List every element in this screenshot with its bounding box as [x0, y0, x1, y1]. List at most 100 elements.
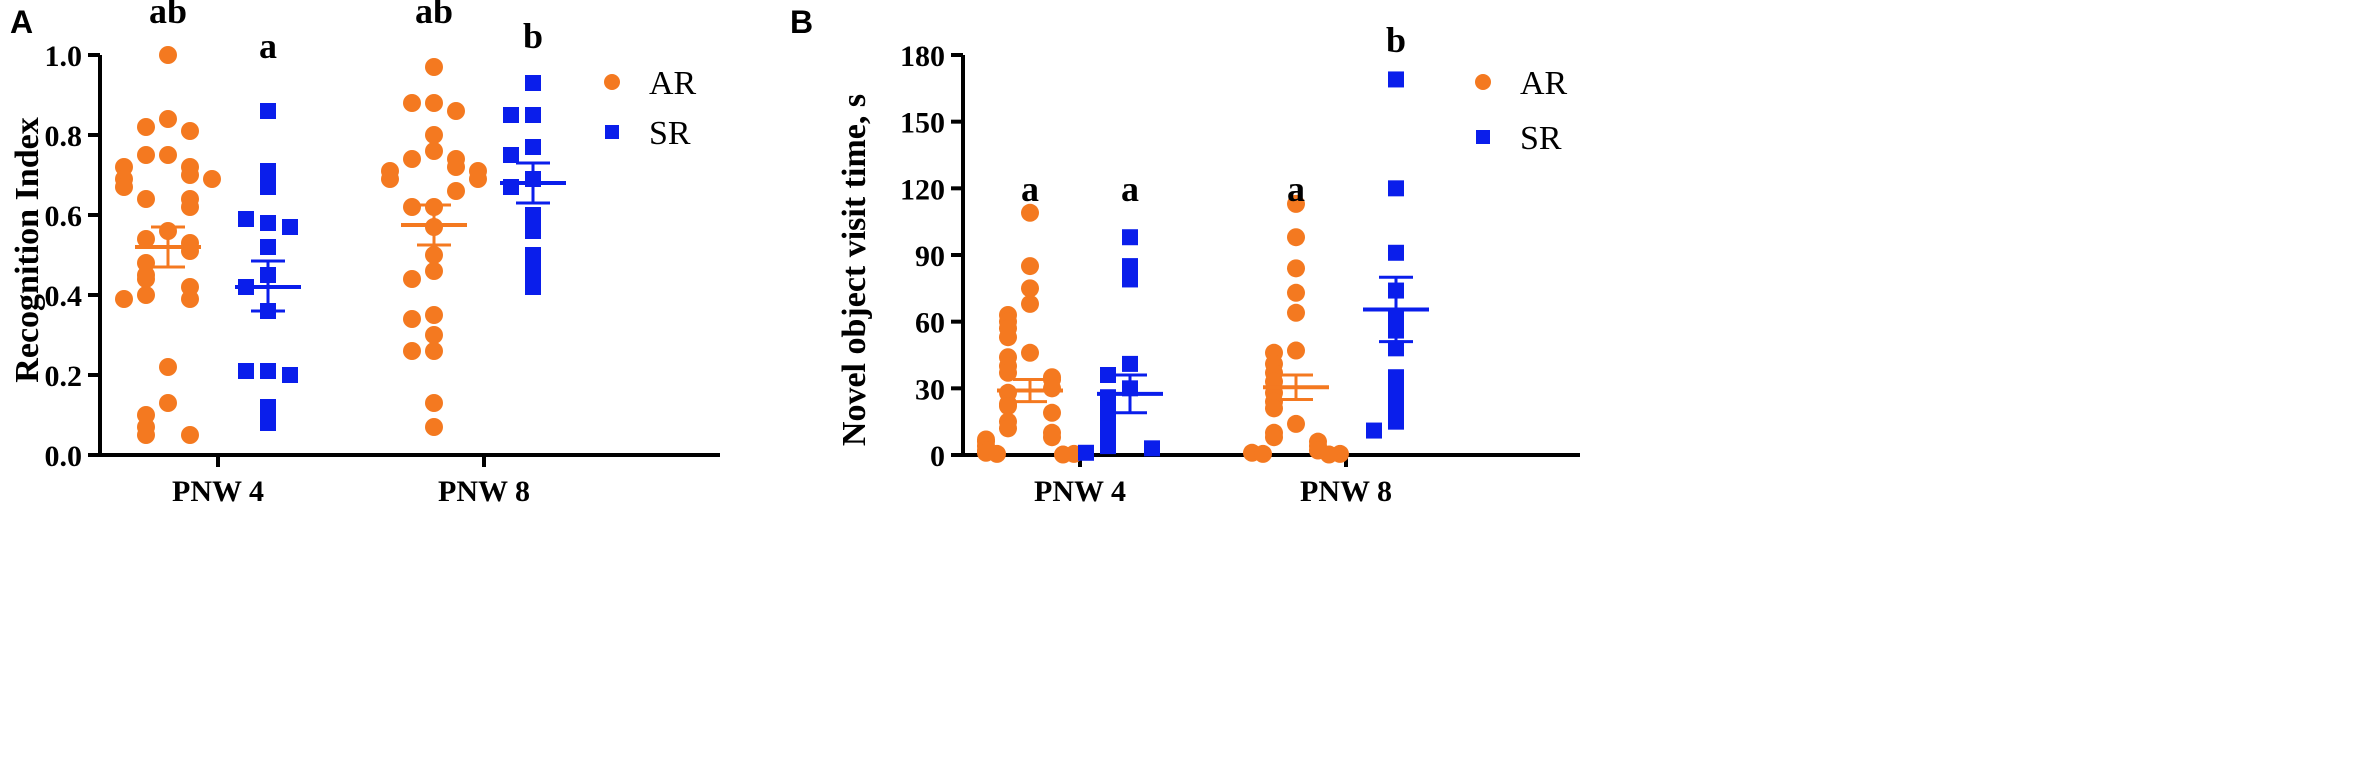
- panel-a-point-ar-pnw-8: [425, 326, 443, 344]
- panel-b-significance-ar-pnw-4: a: [1021, 169, 1039, 209]
- panel-a-point-ar-pnw-8: [425, 142, 443, 160]
- panel-b-significance-sr-pnw-4: a: [1121, 169, 1139, 209]
- panel-a-point-sr-pnw-4: [238, 211, 254, 227]
- panel-b-point-ar-pnw-4: [988, 444, 1006, 463]
- panel-b-point-sr-pnw-4: [1100, 438, 1116, 455]
- panel-b-point-sr-pnw-8: [1388, 71, 1404, 88]
- panel-a-point-sr-pnw-4: [260, 179, 276, 195]
- panel-a-point-ar-pnw-8: [403, 198, 421, 216]
- panel-a-point-ar-pnw-4: [181, 166, 199, 184]
- panel-a-points: [115, 46, 541, 444]
- panel-a-point-sr-pnw-8: [525, 263, 541, 279]
- panel-b-point-ar-pnw-8: [1265, 399, 1283, 418]
- panel-a-significance-ar-pnw-8: ab: [415, 0, 453, 31]
- panel-a-point-sr-pnw-4: [282, 367, 298, 383]
- panel-a-point-ar-pnw-4: [137, 190, 155, 208]
- panel-b-point-sr-pnw-4: [1100, 367, 1116, 383]
- panel-a-point-ar-pnw-8: [403, 94, 421, 112]
- panel-b-x-ticks: PNW 4 PNW 8: [1034, 455, 1392, 508]
- panel-a-x-tick-label-pnw-4: PNW 4: [172, 475, 264, 508]
- panel-a-point-ar-pnw-4: [181, 122, 199, 140]
- panel-b-point-ar-pnw-4: [999, 397, 1017, 416]
- panel-a-point-ar-pnw-4: [159, 358, 177, 376]
- panel-a-significance-sr-pnw-4: a: [259, 26, 277, 66]
- panel-a-point-sr-pnw-8: [525, 223, 541, 239]
- panel-b-point-ar-pnw-4: [1043, 428, 1061, 447]
- panel-b-point-ar-pnw-4: [1021, 203, 1039, 222]
- panel-a-y-tick-label: 0.6: [45, 200, 83, 233]
- panel-b-y-tick-label: 150: [900, 107, 945, 140]
- panel-a-point-ar-pnw-4: [181, 290, 199, 308]
- panel-a-significance-sr-pnw-8: b: [523, 16, 543, 56]
- panel-b-label: B: [790, 4, 813, 40]
- panel-b-point-sr-pnw-4: [1122, 258, 1138, 275]
- panel-b-point-sr-pnw-8: [1366, 422, 1382, 439]
- panel-a-point-sr-pnw-4: [260, 363, 276, 379]
- panel-a-point-sr-pnw-4: [260, 103, 276, 119]
- panel-a-legend-label-sr: SR: [649, 115, 691, 152]
- panel-a-point-ar-pnw-4: [181, 426, 199, 444]
- panel-a-point-sr-pnw-8: [525, 207, 541, 223]
- panel-a-point-ar-pnw-8: [403, 310, 421, 328]
- panel-b-x-tick-label-pnw-8: PNW 8: [1300, 475, 1392, 508]
- panel-a-point-ar-pnw-8: [425, 94, 443, 112]
- panel-a-point-ar-pnw-4: [137, 146, 155, 164]
- panel-b-x-tick-label-pnw-4: PNW 4: [1034, 475, 1126, 508]
- panel-a-point-ar-pnw-4: [115, 290, 133, 308]
- panel-b-point-ar-pnw-8: [1287, 341, 1305, 360]
- panel-b-point-sr-pnw-8: [1388, 413, 1404, 430]
- panel-b-points: [977, 71, 1404, 464]
- panel-a-point-sr-pnw-4: [260, 163, 276, 179]
- panel-b-y-tick-label: 180: [900, 40, 945, 73]
- panel-a-point-ar-pnw-8: [425, 306, 443, 324]
- panel-b-y-tick-label: 30: [915, 373, 945, 406]
- panel-a-y-axis-title: Recognition Index: [9, 117, 46, 382]
- panel-a-point-ar-pnw-4: [159, 394, 177, 412]
- panel-a-legend: AR SR: [604, 65, 697, 152]
- panel-b-point-ar-pnw-8: [1320, 445, 1338, 464]
- panel-a-point-sr-pnw-8: [525, 139, 541, 155]
- panel-a-legend-marker-ar: [604, 74, 620, 90]
- panel-a-point-sr-pnw-8: [503, 107, 519, 123]
- panel-b-point-sr-pnw-4: [1078, 444, 1094, 461]
- panel-b-point-ar-pnw-8: [1287, 228, 1305, 247]
- panel-b-point-sr-pnw-4: [1122, 229, 1138, 246]
- panel-b-point-ar-pnw-4: [1021, 257, 1039, 276]
- panel-b-y-tick-label: 90: [915, 240, 945, 273]
- panel-b-significance-sr-pnw-8: b: [1386, 20, 1406, 60]
- panel-a-error-bars: [135, 161, 566, 313]
- panel-b-y-axis-title: Novel object visit time, s: [836, 94, 873, 446]
- panel-b-point-ar-pnw-4: [1043, 403, 1061, 422]
- panel-a-point-sr-pnw-4: [282, 219, 298, 235]
- panel-b-significance-ar-pnw-8: a: [1287, 169, 1305, 209]
- panel-a-point-sr-pnw-8: [525, 107, 541, 123]
- panel-b-y-tick-label: 120: [900, 173, 945, 206]
- panel-b-point-ar-pnw-4: [999, 419, 1017, 438]
- panel-a-point-ar-pnw-4: [203, 170, 221, 188]
- panel-a-point-ar-pnw-8: [425, 58, 443, 76]
- panel-a-point-sr-pnw-4: [238, 363, 254, 379]
- panel-b-significance-labels: a a a b: [1021, 20, 1406, 209]
- panel-b-point-ar-pnw-8: [1254, 444, 1272, 463]
- panel-a-y-tick-label: 0.8: [45, 120, 83, 153]
- panel-a-point-sr-pnw-4: [260, 239, 276, 255]
- panel-a-point-ar-pnw-4: [115, 178, 133, 196]
- panel-a-point-ar-pnw-4: [159, 110, 177, 128]
- panel-a-point-sr-pnw-4: [260, 415, 276, 431]
- panel-a-point-ar-pnw-4: [137, 118, 155, 136]
- panel-a-y-tick-label: 1.0: [45, 40, 83, 73]
- panel-b-point-ar-pnw-4: [1021, 294, 1039, 313]
- panel-a-point-ar-pnw-4: [137, 230, 155, 248]
- panel-a-point-ar-pnw-8: [425, 342, 443, 360]
- panel-b-point-ar-pnw-8: [1287, 303, 1305, 322]
- panel-a-point-ar-pnw-8: [447, 182, 465, 200]
- panel-a-point-ar-pnw-8: [469, 170, 487, 188]
- panel-b-point-sr-pnw-8: [1388, 180, 1404, 197]
- panel-a-point-sr-pnw-8: [525, 279, 541, 295]
- panel-b-point-ar-pnw-8: [1265, 428, 1283, 447]
- panel-a-y-ticks: 0.0 0.2 0.4 0.6 0.8 1.0: [45, 40, 100, 473]
- panel-a-y-tick-label: 0.4: [45, 280, 83, 313]
- panel-a-legend-label-ar: AR: [649, 65, 697, 102]
- panel-b-y-ticks: 0 30 60 90 120 150 180: [900, 40, 963, 473]
- panel-a-point-sr-pnw-4: [260, 215, 276, 231]
